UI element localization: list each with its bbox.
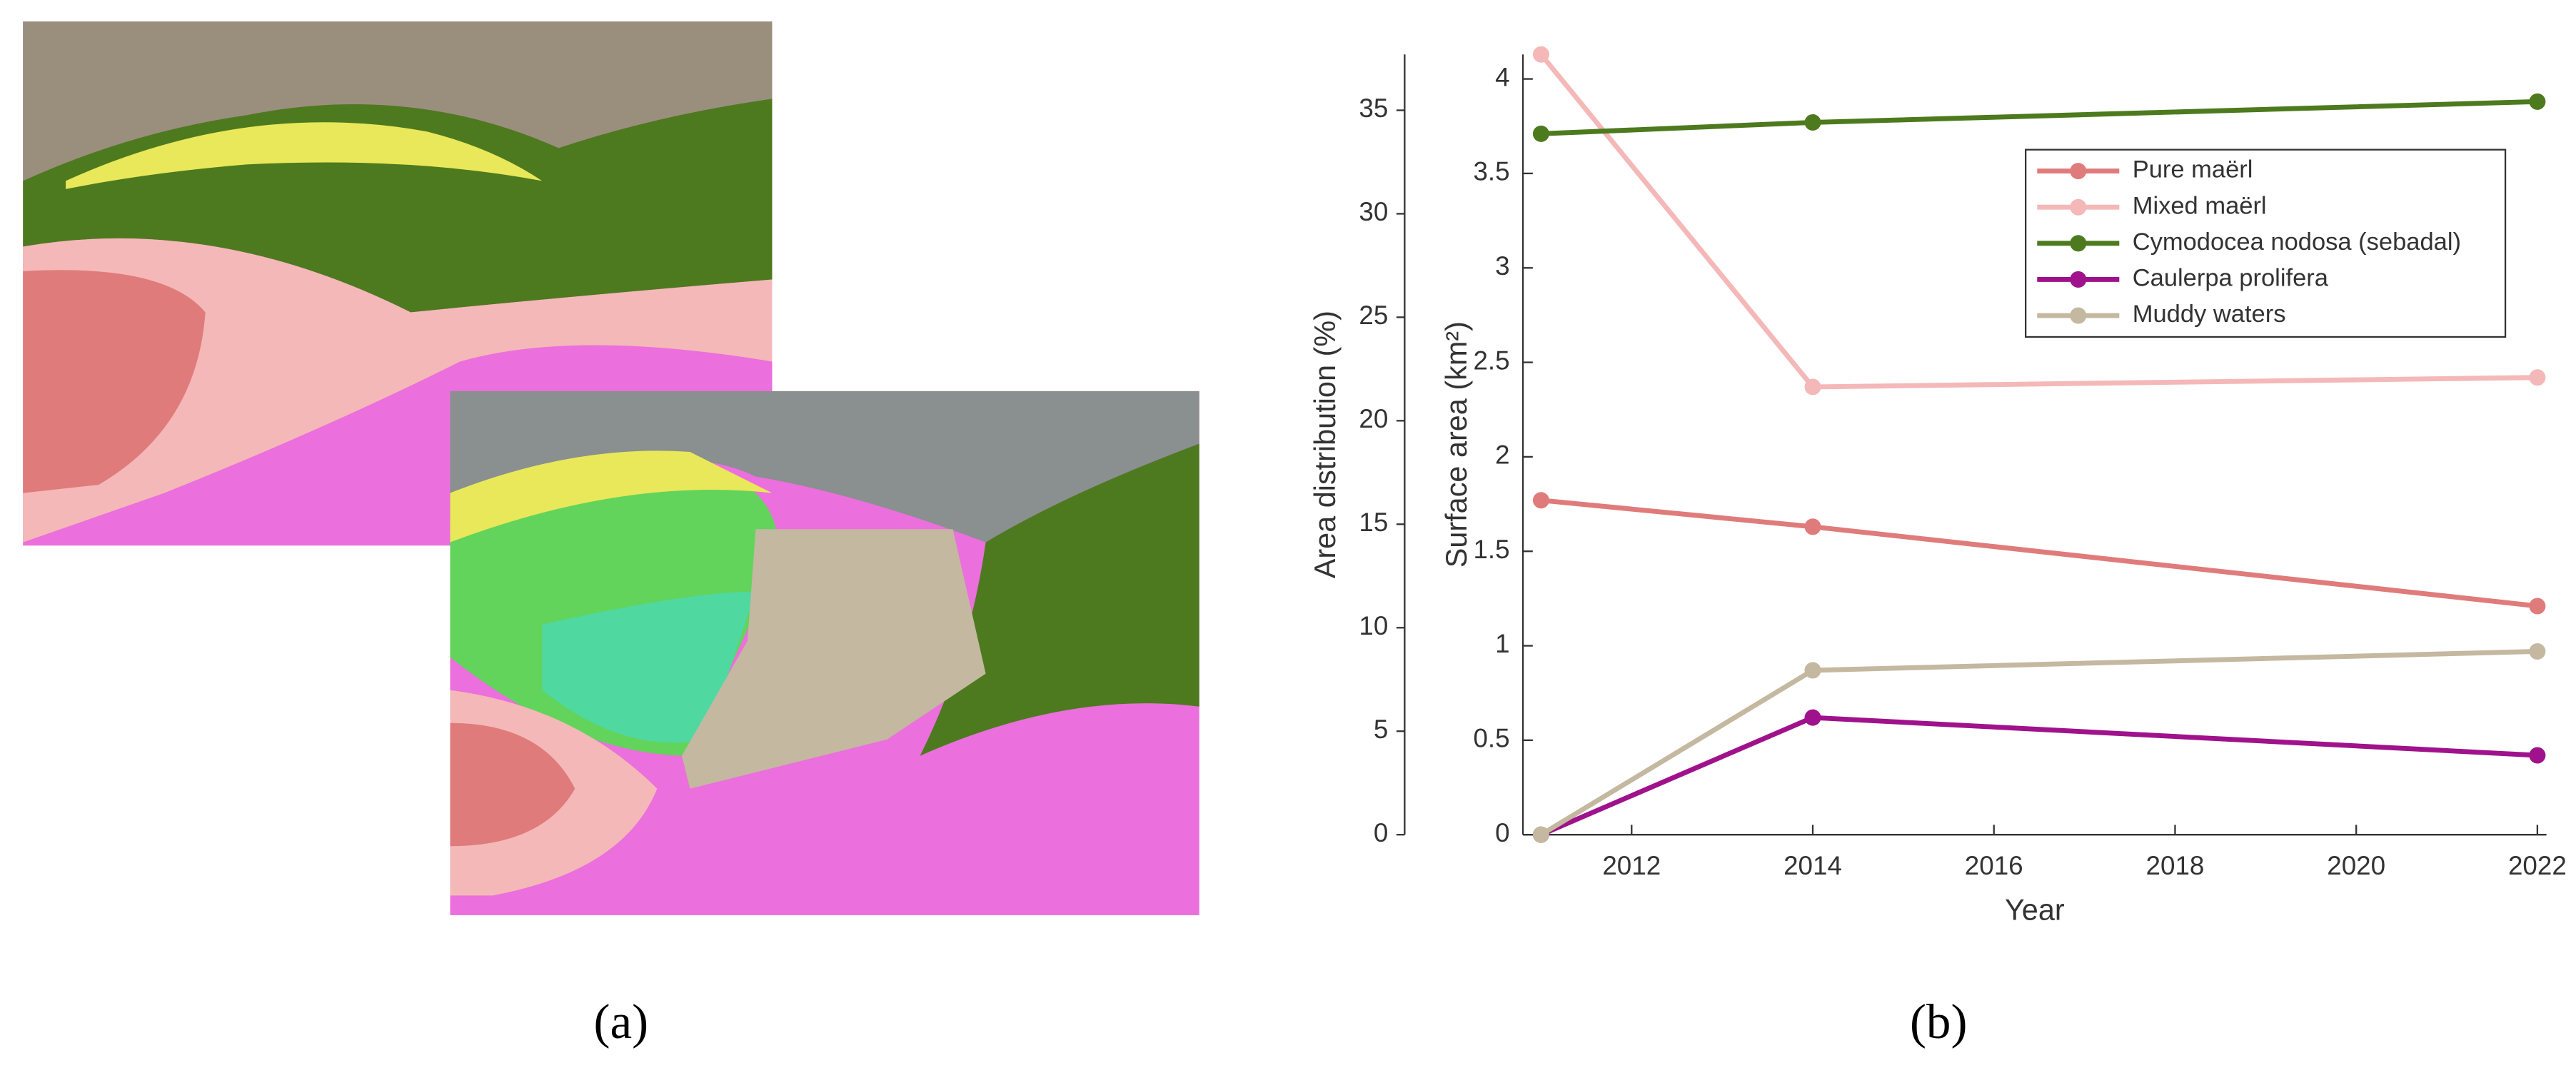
point: [1804, 709, 1821, 726]
map-bottom: [450, 391, 1199, 915]
x-tick-label: 2020: [2327, 851, 2385, 880]
y2-tick-label: 20: [1359, 404, 1388, 433]
chart: 2012 2014 2016 2018 2020 2022 0 0.5 1 1.5 2 2.5 3 3.5…: [1309, 46, 2567, 926]
legend-label: Muddy waters: [2133, 301, 2286, 328]
point: [1532, 125, 1549, 142]
point: [1804, 378, 1821, 396]
series-line: [1539, 649, 2537, 837]
y2-tick-label: 15: [1359, 508, 1388, 537]
legend-label: Mixed maërl: [2133, 192, 2267, 219]
panel-label: (b): [1910, 994, 1967, 1049]
y2-tick-label: 30: [1359, 197, 1388, 226]
y2-tick-label: 10: [1359, 611, 1388, 640]
x-tick-label: 2018: [2146, 851, 2205, 880]
series-line: [1541, 99, 2537, 136]
y2-tick-label: 5: [1374, 715, 1388, 744]
legend-marker: [2070, 163, 2087, 180]
x-tick-label: 2012: [1602, 851, 1661, 880]
point: [1804, 518, 1821, 535]
legend-marker: [2070, 307, 2087, 324]
map-top: [23, 21, 773, 546]
point: [1532, 826, 1549, 843]
x-axis-label: Year: [2005, 893, 2065, 926]
point: [2529, 598, 2546, 615]
point: [1532, 492, 1549, 509]
point: [2529, 643, 2546, 660]
legend-label: Pure maërl: [2133, 156, 2253, 183]
y2-tick-label: 35: [1359, 94, 1388, 123]
legend: Pure maërl Mixed maërl Cymodocea nodosa (s…: [2025, 148, 2507, 338]
y-tick-label: 3: [1495, 251, 1509, 281]
y2-tick-label: 0: [1374, 818, 1388, 847]
series-line: [1541, 498, 2538, 609]
legend-marker: [2070, 271, 2087, 288]
y-tick-label: 0.5: [1473, 724, 1509, 753]
point: [2529, 369, 2546, 386]
x-tick-label: 2022: [2508, 851, 2567, 880]
point: [1804, 114, 1821, 131]
point: [1804, 662, 1821, 679]
y2-axis-label: Area distribution (%): [1309, 311, 1342, 578]
point: [1532, 46, 1549, 63]
x-tick-label: 2016: [1965, 851, 2023, 880]
y-tick-label: 4: [1495, 62, 1509, 91]
panel-label: (a): [593, 994, 648, 1049]
y-tick-label: 0: [1495, 818, 1509, 847]
x-tick-label: 2014: [1783, 851, 1842, 880]
legend-marker: [2070, 235, 2087, 252]
series-line: [1540, 715, 2538, 837]
legend-label: Caulerpa prolifera: [2133, 265, 2329, 292]
y-tick-label: 2.5: [1473, 346, 1509, 375]
y2-tick-label: 25: [1359, 301, 1388, 330]
point: [2529, 93, 2546, 110]
y-tick-label: 2: [1495, 440, 1509, 470]
legend-label: Cymodocea nodosa (sebadal): [2133, 228, 2461, 256]
y-tick-label: 1: [1495, 629, 1509, 658]
y-tick-label: 1.5: [1473, 535, 1509, 564]
point: [2529, 747, 2546, 764]
y-axis-label: Surface area (km²): [1440, 321, 1473, 568]
legend-marker: [2070, 198, 2087, 216]
y-tick-label: 3.5: [1473, 157, 1509, 186]
